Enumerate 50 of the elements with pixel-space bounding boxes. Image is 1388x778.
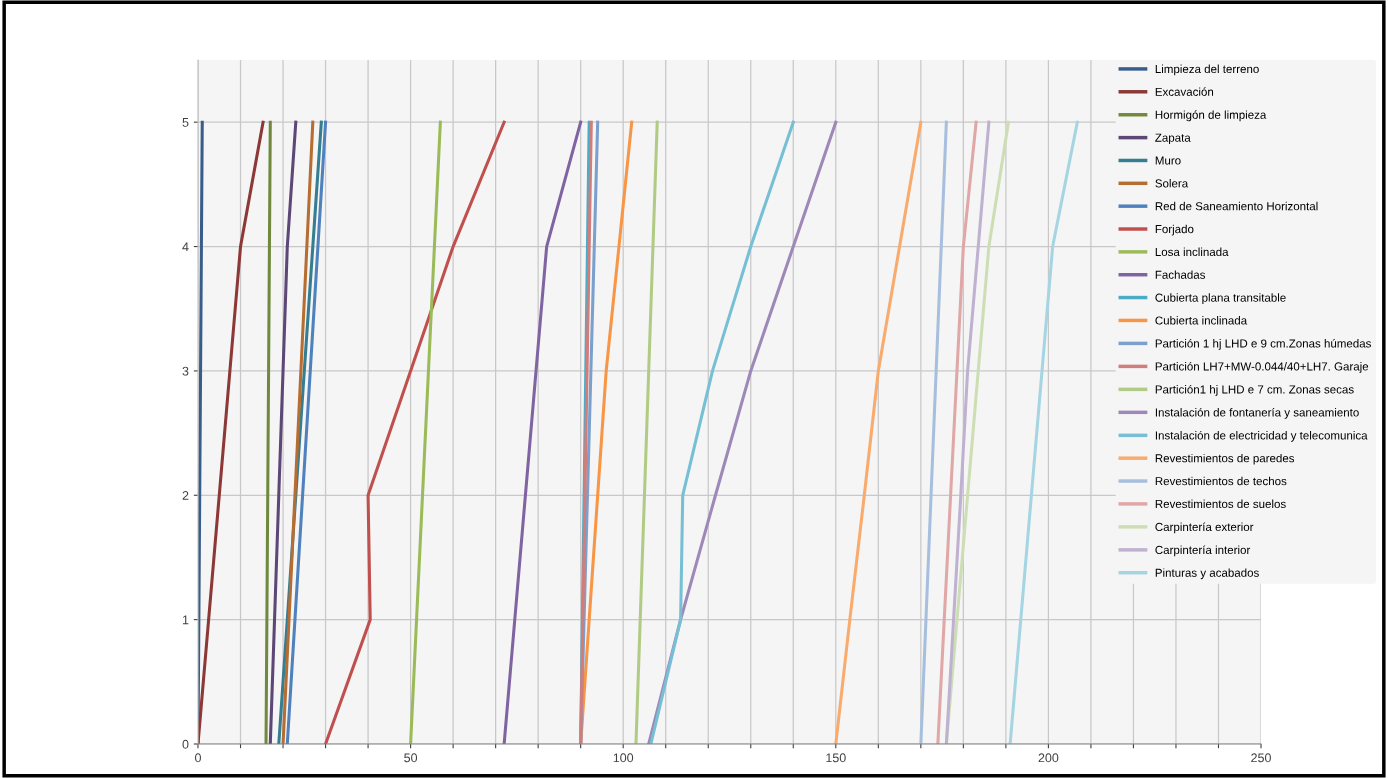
line-series — [919, 120, 948, 744]
line-series — [264, 120, 272, 744]
y-tick-label: 1 — [182, 615, 189, 625]
legend-label: Partición 1 hj LHD e 9 cm.Zonas húmedas — [1155, 338, 1371, 350]
legend-label: Cubierta plana transitable — [1155, 293, 1286, 304]
line-series — [944, 120, 991, 744]
legend-label: Solera — [1155, 179, 1189, 188]
legend-label: Pinturas y acabados — [1155, 568, 1259, 580]
legend-label: Muro — [1155, 156, 1181, 165]
legend-label: Instalación de fontanería y saneamiento — [1155, 407, 1359, 419]
legend-label: Cubierta inclinada — [1155, 316, 1248, 325]
y-tick-label: 2 — [182, 491, 189, 500]
line-series — [198, 120, 265, 744]
legend-label: Red de Saneamiento Horizontal — [1155, 201, 1318, 211]
line-series — [634, 120, 659, 744]
legend-label: Limpieza del terreno — [1155, 64, 1259, 76]
line-series — [1008, 120, 1079, 744]
legend-label: Fachadas — [1155, 270, 1206, 279]
y-tick-label: 5 — [182, 118, 189, 127]
x-tick-label: 100 — [613, 753, 634, 763]
legend-label: Excavación — [1155, 87, 1214, 96]
x-tick-label: 200 — [1038, 753, 1059, 763]
line-series — [649, 120, 795, 744]
line-series — [936, 120, 978, 744]
y-tick-label: 3 — [182, 366, 189, 376]
line-series — [834, 120, 923, 744]
x-tick-label: 50 — [404, 753, 418, 763]
legend-label: Partición1 hj LHD e 7 cm. Zonas secas — [1155, 384, 1354, 396]
x-tick-label: 150 — [826, 753, 846, 763]
x-tick-label: 0 — [195, 753, 201, 763]
line-series — [502, 120, 583, 744]
legend-label: Carpintería interior — [1155, 545, 1251, 557]
legend-label: Partición LH7+MW-0.044/40+LH7. Garaje — [1155, 361, 1369, 373]
line-series — [281, 120, 315, 744]
line-series — [285, 120, 328, 744]
y-tick-label: 4 — [182, 242, 189, 252]
line-series — [324, 120, 506, 744]
legend-label: Instalación de electricidad y telecomunica — [1155, 430, 1368, 442]
legend-label: Revestimientos de suelos — [1155, 499, 1286, 509]
y-tick-label: 0 — [182, 739, 189, 749]
legend-label: Revestimientos de paredes — [1155, 453, 1295, 465]
x-tick-label: 250 — [1251, 753, 1271, 763]
legend-label: Losa inclinada — [1155, 247, 1229, 257]
line-series — [409, 120, 442, 744]
legend-label: Zapata — [1155, 133, 1191, 145]
legend-label: Hormigón de limpieza — [1155, 110, 1267, 122]
legend-label: Revestimientos de techos — [1155, 476, 1287, 486]
legend-label: Carpintería exterior — [1155, 522, 1254, 534]
line-series — [268, 120, 298, 744]
legend-label: Forjado — [1155, 224, 1194, 236]
